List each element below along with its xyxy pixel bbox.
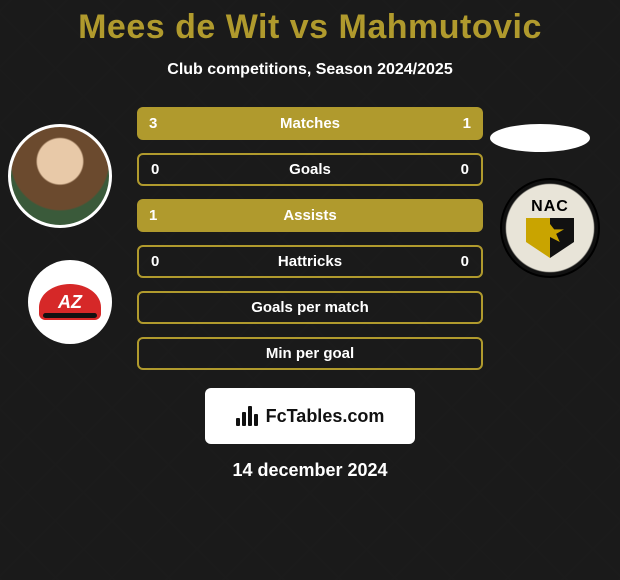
watermark-bars-icon xyxy=(236,406,258,426)
club-right-label: NAC xyxy=(531,198,569,216)
stat-label: Goals xyxy=(171,161,449,178)
vs-separator: vs xyxy=(290,8,329,46)
stat-left-value: 0 xyxy=(151,253,171,270)
stat-row: Min per goal xyxy=(137,337,483,370)
stat-right-value: 0 xyxy=(449,161,469,178)
stat-row: Goals per match xyxy=(137,291,483,324)
stat-label: Goals per match xyxy=(171,299,449,316)
player-left-name: Mees de Wit xyxy=(78,8,280,46)
subtitle: Club competitions, Season 2024/2025 xyxy=(0,61,620,79)
club-right-badge: NAC xyxy=(500,178,600,278)
date-label: 14 december 2024 xyxy=(0,460,620,481)
stat-row: 3Matches1 xyxy=(137,107,483,140)
club-left-badge xyxy=(28,260,112,344)
club-right-logo-icon xyxy=(526,218,574,258)
stat-right-value: 1 xyxy=(451,115,471,132)
comparison-card: Mees de Wit vs Mahmutovic Club competiti… xyxy=(0,0,620,580)
watermark-badge: FcTables.com xyxy=(205,388,415,444)
stat-row: 1Assists xyxy=(137,199,483,232)
stat-row: 0Hattricks0 xyxy=(137,245,483,278)
page-title: Mees de Wit vs Mahmutovic xyxy=(0,0,620,47)
stat-right-value: 0 xyxy=(449,253,469,270)
stat-label: Assists xyxy=(169,207,451,224)
stat-left-value: 1 xyxy=(149,207,169,224)
stat-left-value: 3 xyxy=(149,115,169,132)
stat-row: 0Goals0 xyxy=(137,153,483,186)
club-left-logo-icon xyxy=(39,284,101,320)
stat-label: Min per goal xyxy=(171,345,449,362)
stats-list: 3Matches10Goals01Assists0Hattricks0Goals… xyxy=(137,107,483,370)
watermark-text: FcTables.com xyxy=(266,406,385,427)
stat-left-value: 0 xyxy=(151,161,171,178)
player-right-avatar xyxy=(490,124,590,152)
player-right-name: Mahmutovic xyxy=(339,8,542,46)
stat-label: Hattricks xyxy=(171,253,449,270)
stat-label: Matches xyxy=(169,115,451,132)
player-left-avatar xyxy=(8,124,112,228)
